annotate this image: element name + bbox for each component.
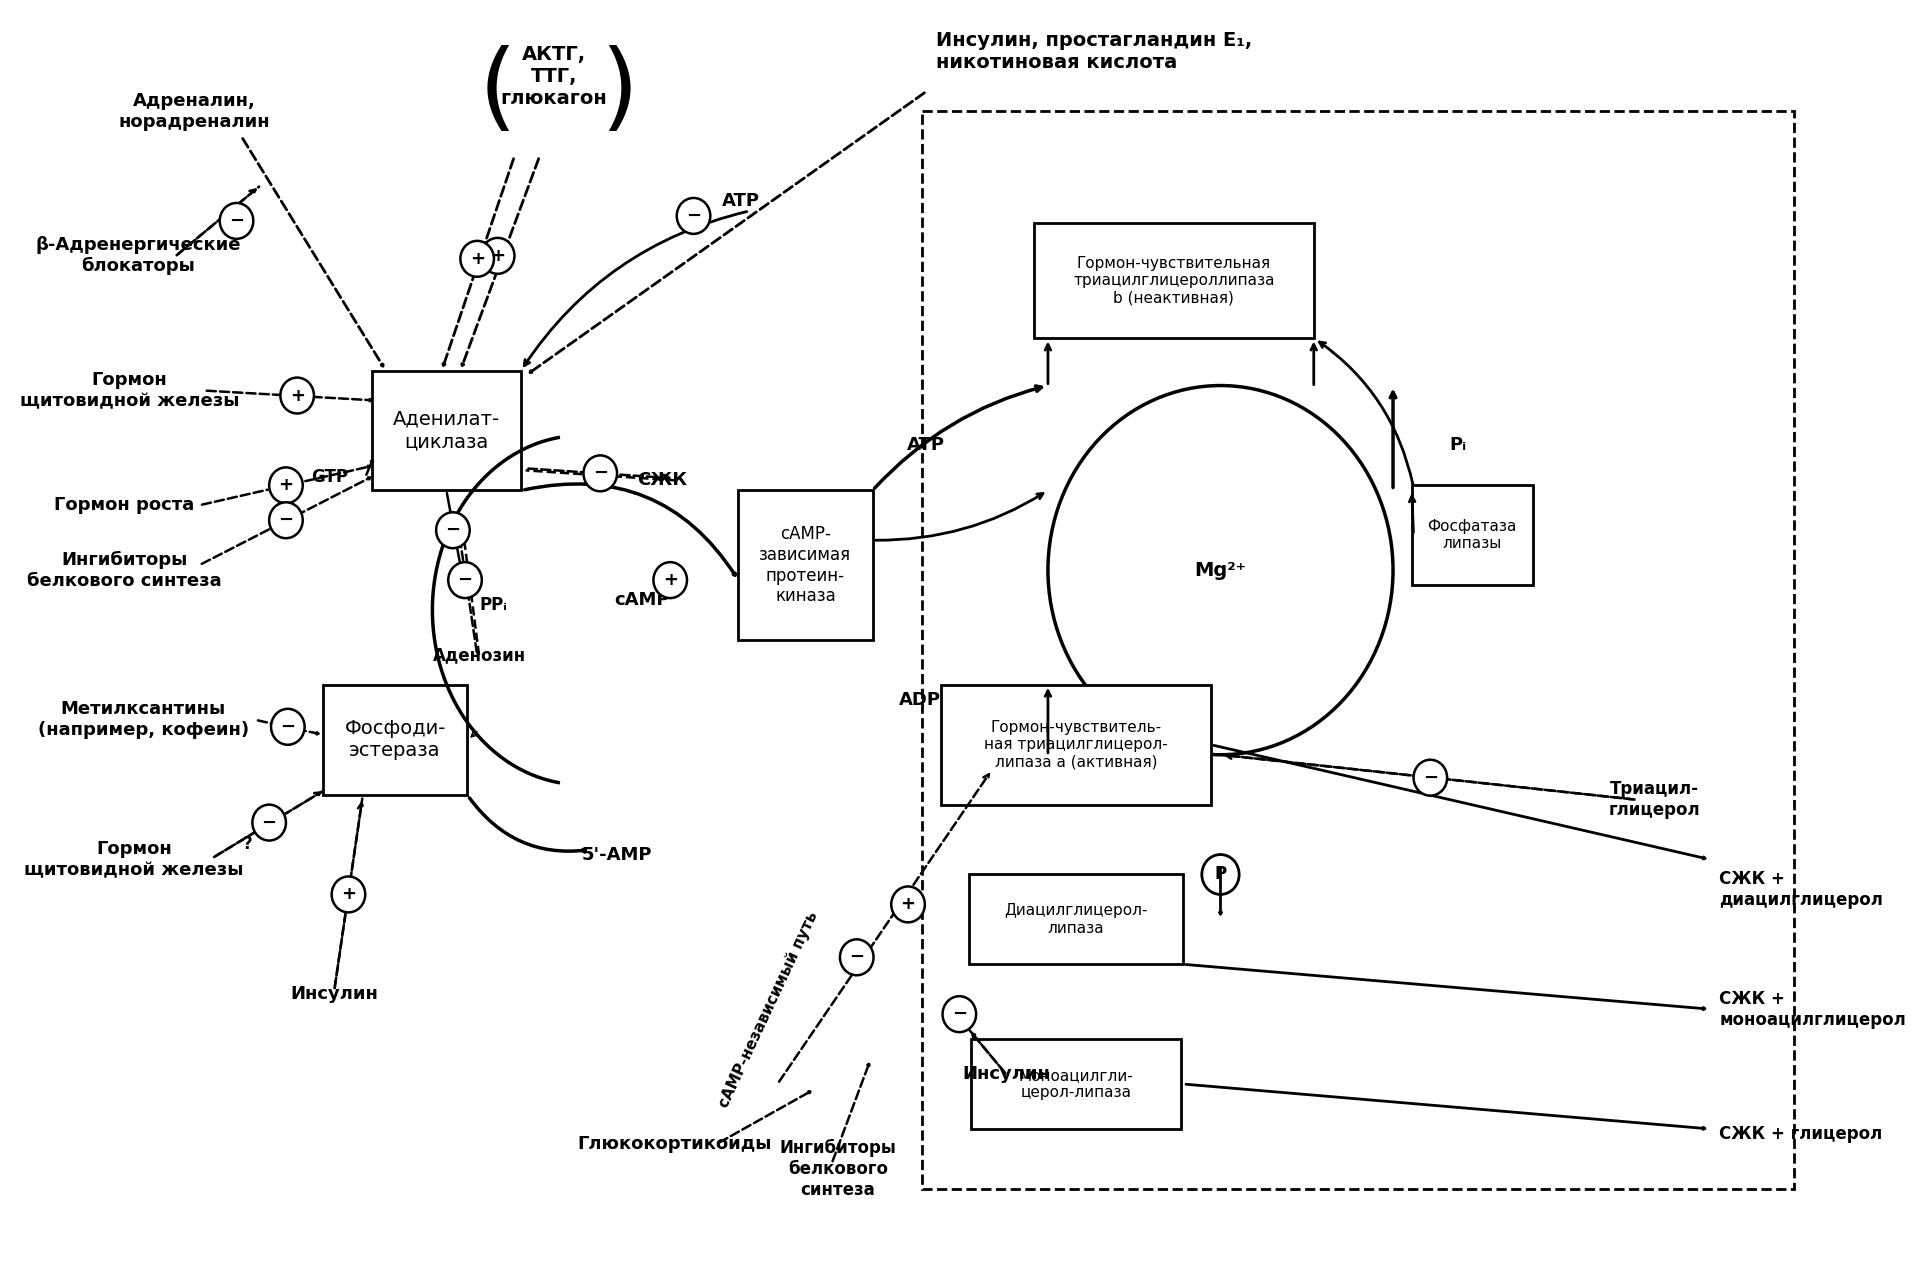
Text: Гормон-чувствитель-
ная триацилглицерол-
липаза а (активная): Гормон-чувствитель- ная триацилглицерол-… xyxy=(983,719,1167,770)
Text: Глюкокортикоиды: Глюкокортикоиды xyxy=(577,1136,771,1153)
Bar xyxy=(921,111,1792,1189)
Text: Гормон
щитовидной железы: Гормон щитовидной железы xyxy=(25,840,244,878)
Text: PPᵢ: PPᵢ xyxy=(479,596,508,614)
Bar xyxy=(323,685,467,794)
Text: Моноацилгли-
церол-липаза: Моноацилгли- церол-липаза xyxy=(1017,1068,1133,1100)
Text: Триацил-
глицерол: Триацил- глицерол xyxy=(1608,780,1700,819)
Circle shape xyxy=(460,241,494,276)
Circle shape xyxy=(1413,760,1446,796)
Text: сАМР-
зависимая
протеин-
киназа: сАМР- зависимая протеин- киназа xyxy=(760,524,852,606)
Text: −: − xyxy=(1421,769,1436,787)
Circle shape xyxy=(252,805,287,840)
Text: СЖК + глицерол: СЖК + глицерол xyxy=(1719,1125,1883,1143)
Text: Ингибиторы
белкового синтеза: Ингибиторы белкового синтеза xyxy=(27,551,221,589)
Text: ATP: ATP xyxy=(721,192,760,210)
Text: СЖК +
диацилглицерол: СЖК + диацилглицерол xyxy=(1719,869,1883,909)
Circle shape xyxy=(1202,854,1238,895)
Text: СЖК +
моноацилглицерол: СЖК + моноацилглицерол xyxy=(1719,990,1906,1029)
Text: 5'-АМР: 5'-АМР xyxy=(581,845,652,863)
Text: ?: ? xyxy=(242,835,252,853)
Text: Фосфоди-
эстераза: Фосфоди- эстераза xyxy=(344,719,446,760)
Circle shape xyxy=(269,467,302,503)
Bar xyxy=(737,490,873,640)
Text: СЖК: СЖК xyxy=(637,471,687,489)
Circle shape xyxy=(219,202,254,239)
Text: −: − xyxy=(687,207,700,225)
Bar xyxy=(940,685,1211,805)
Text: Гормон
щитовидной железы: Гормон щитовидной железы xyxy=(19,372,238,410)
Text: −: − xyxy=(458,572,473,589)
Text: Инсулин, простагландин Е₁,
никотиновая кислота: Инсулин, простагландин Е₁, никотиновая к… xyxy=(935,31,1252,71)
Circle shape xyxy=(942,997,975,1032)
Circle shape xyxy=(281,378,313,414)
Text: сАМР-независимый путь: сАМР-независимый путь xyxy=(715,909,819,1110)
Text: +: + xyxy=(290,387,304,405)
Text: Инсулин: Инсулин xyxy=(290,985,379,1003)
Text: +: + xyxy=(900,895,915,914)
Text: сАМР: сАМР xyxy=(613,591,669,608)
Bar xyxy=(971,1039,1181,1129)
Text: +: + xyxy=(469,250,485,267)
Text: Диацилглицерол-
липаза: Диацилглицерол- липаза xyxy=(1004,903,1148,936)
Text: Метилксантины
(например, кофеин): Метилксантины (например, кофеин) xyxy=(38,700,248,740)
Circle shape xyxy=(677,199,710,234)
Bar xyxy=(1411,485,1533,586)
Text: (: ( xyxy=(479,45,517,137)
Text: −: − xyxy=(848,948,863,966)
Text: −: − xyxy=(952,1006,967,1023)
Circle shape xyxy=(437,512,469,549)
Text: +: + xyxy=(340,886,356,904)
Bar xyxy=(371,370,521,490)
Text: GTP: GTP xyxy=(312,468,348,486)
Text: −: − xyxy=(229,211,244,230)
Text: −: − xyxy=(281,718,296,736)
Circle shape xyxy=(840,939,873,975)
Text: −: − xyxy=(262,813,277,831)
Text: Гормон роста: Гормон роста xyxy=(54,496,194,514)
Circle shape xyxy=(1048,386,1392,755)
Text: ): ) xyxy=(600,45,638,137)
Text: ATP: ATP xyxy=(908,437,944,454)
Text: −: − xyxy=(444,521,460,540)
Text: −: − xyxy=(592,465,608,482)
Circle shape xyxy=(271,709,304,745)
Text: Адреналин,
норадреналин: Адреналин, норадреналин xyxy=(119,92,271,131)
Text: +: + xyxy=(662,572,677,589)
Text: +: + xyxy=(279,476,294,494)
Circle shape xyxy=(583,456,617,491)
Circle shape xyxy=(331,877,365,913)
Circle shape xyxy=(269,503,302,538)
Circle shape xyxy=(448,563,481,598)
Text: Гормон-чувствительная
триацилглицероллипаза
b (неактивная): Гормон-чувствительная триацилглицероллип… xyxy=(1073,256,1273,306)
Text: Ингибиторы
белкового
синтеза: Ингибиторы белкового синтеза xyxy=(779,1139,896,1199)
Circle shape xyxy=(890,886,925,923)
Bar xyxy=(1033,223,1313,339)
Circle shape xyxy=(654,563,687,598)
Text: P: P xyxy=(1213,866,1227,883)
Text: −: − xyxy=(279,512,294,530)
Bar xyxy=(967,875,1183,964)
Text: β-Адренергические
блокаторы: β-Адренергические блокаторы xyxy=(37,237,240,275)
Text: ADP: ADP xyxy=(898,691,940,709)
Text: Фосфатаза
липазы: Фосфатаза липазы xyxy=(1427,519,1515,551)
Circle shape xyxy=(481,238,513,274)
Text: Аденилат-
циклаза: Аденилат- циклаза xyxy=(392,410,500,451)
Text: +: + xyxy=(490,247,506,265)
Text: АКТГ,
ТТГ,
глюкагон: АКТГ, ТТГ, глюкагон xyxy=(500,45,606,108)
Text: Инсулин: Инсулин xyxy=(962,1066,1050,1083)
Text: Pᵢ: Pᵢ xyxy=(1448,437,1465,454)
Text: Аденозин: Аденозин xyxy=(433,645,525,665)
Text: Mg²⁺: Mg²⁺ xyxy=(1194,560,1246,579)
